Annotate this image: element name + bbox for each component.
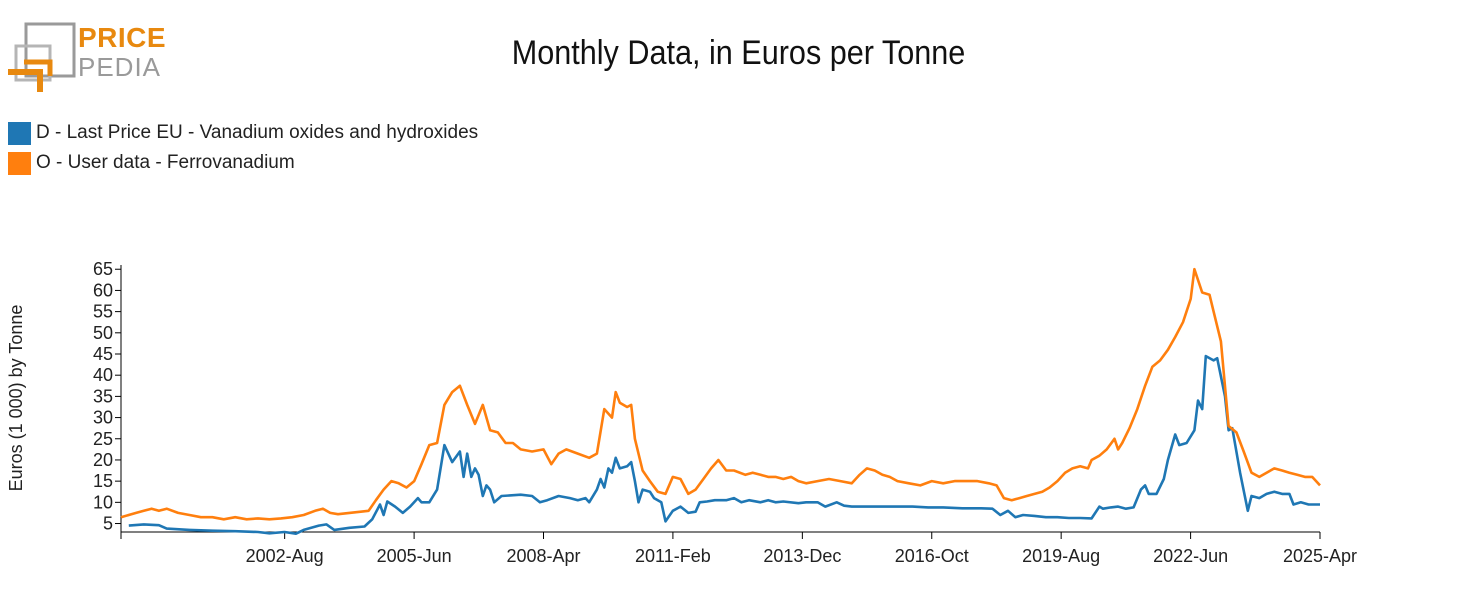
logo-text-pedia: PEDIA <box>78 52 162 82</box>
pricepedia-logo: PRICE PEDIA <box>6 20 166 95</box>
x-tick-label: 2002-Aug <box>246 546 324 566</box>
series-line-vanadium-oxides[interactable] <box>128 354 1320 535</box>
logo-mark-icon <box>8 22 76 92</box>
y-tick-label: 45 <box>93 344 113 364</box>
y-tick-label: 10 <box>93 492 113 512</box>
legend-label-series-o: O - User data - Ferrovanadium <box>36 152 295 173</box>
x-tick-label: 2016-Oct <box>895 546 969 566</box>
x-tick-label: 2008-Apr <box>506 546 580 566</box>
y-tick-label: 40 <box>93 365 113 385</box>
logo-text-price: PRICE <box>78 22 167 53</box>
series-layer <box>120 267 1321 535</box>
y-tick-label: 50 <box>93 323 113 343</box>
legend-item-series-d[interactable]: D - Last Price EU - Vanadium oxides and … <box>8 118 478 148</box>
y-tick-label: 25 <box>93 429 113 449</box>
x-tick-label: 2013-Dec <box>763 546 841 566</box>
y-tick-label: 30 <box>93 408 113 428</box>
y-tick-label: 55 <box>93 302 113 322</box>
x-tick-label: 2019-Aug <box>1022 546 1100 566</box>
y-tick-label: 60 <box>93 280 113 300</box>
legend-label-series-d: D - Last Price EU - Vanadium oxides and … <box>36 122 479 143</box>
x-axis: 2002-Aug 2005-Jun 2008-Apr 2011-Feb 2013-Dec… <box>120 531 1357 566</box>
y-tick-label: 35 <box>93 386 113 406</box>
x-tick-label: 2005-Jun <box>377 546 452 566</box>
chart-legend: D - Last Price EU - Vanadium oxides and … <box>8 118 478 178</box>
y-tick-label: 15 <box>93 471 113 491</box>
y-axis-title: Euros (1 000) by Tonne <box>6 305 26 492</box>
legend-swatch-series-o <box>8 151 31 175</box>
x-tick-label: 2011-Feb <box>635 546 711 566</box>
y-tick-label: 5 <box>103 514 113 534</box>
series-line-ferrovanadium[interactable] <box>120 267 1321 521</box>
chart-title: Monthly Data, in Euros per Tonne <box>511 34 966 72</box>
x-tick-label: 2025-Apr <box>1283 546 1357 566</box>
y-tick-label: 65 <box>93 259 113 279</box>
y-tick-label: 20 <box>93 450 113 470</box>
x-tick-label: 2022-Jun <box>1153 546 1228 566</box>
legend-swatch-series-d <box>8 121 31 145</box>
legend-item-series-o[interactable]: O - User data - Ferrovanadium <box>8 148 478 178</box>
